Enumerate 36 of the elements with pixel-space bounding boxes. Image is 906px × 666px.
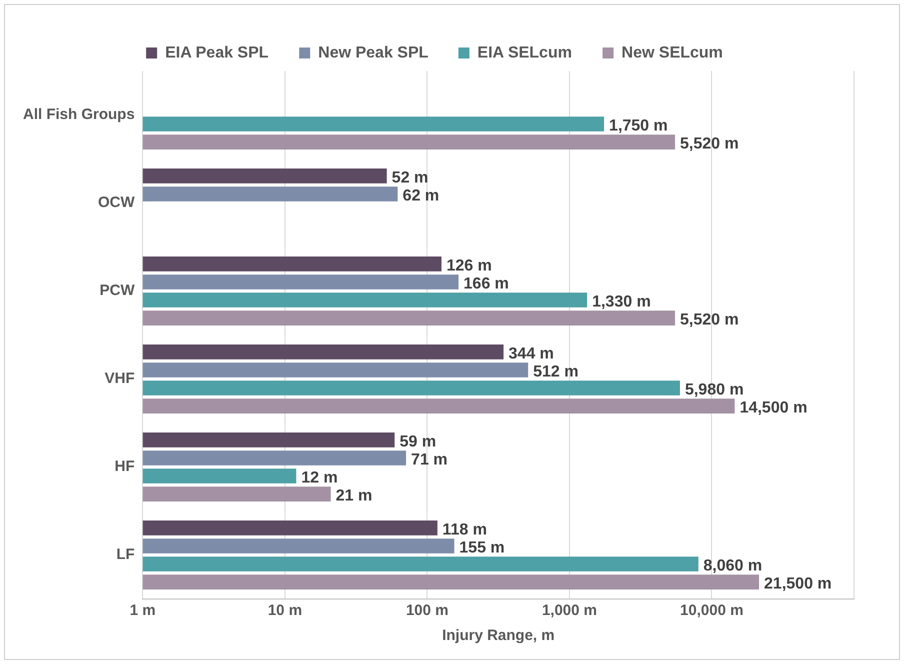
x-tick-label: 10,000 m [680, 602, 744, 620]
data-label: 5,980 m [684, 381, 744, 398]
data-label: 5,520 m [680, 311, 739, 328]
data-label: 21 m [336, 487, 372, 504]
data-label: 52 m [392, 169, 428, 186]
data-label: 62 m [402, 187, 440, 204]
y-tick-label: HF [114, 458, 135, 476]
legend-label: EIA Peak SPL [165, 44, 269, 62]
data-label: 12 m [301, 469, 338, 486]
data-label: 512 m [533, 363, 578, 380]
y-tick-label: PCW [100, 282, 136, 300]
data-label: 8,060 m [703, 557, 762, 574]
legend-label: EIA SELcum [477, 44, 572, 62]
data-label: 118 m [442, 521, 487, 538]
x-tick-label: 1,000 m [542, 602, 597, 620]
x-tick-label: 100 m [406, 602, 448, 620]
data-label: 21,500 m [764, 575, 832, 592]
legend-label: New Peak SPL [318, 44, 429, 62]
data-label: 14,500 m [740, 399, 808, 416]
x-tick-label: 1 m [130, 602, 156, 620]
data-label: 126 m [446, 257, 492, 274]
y-tick-label: VHF [104, 370, 135, 388]
data-label: 1,750 m [609, 117, 668, 134]
data-label: 1,330 m [592, 293, 651, 310]
data-label: 59 m [400, 433, 436, 450]
x-axis-title: Injury Range, m [442, 627, 555, 644]
y-tick-label: LF [116, 546, 135, 564]
y-tick-label: All Fish Groups [22, 106, 135, 124]
x-tick-label: 10 m [268, 602, 302, 620]
y-tick-label: OCW [98, 194, 136, 212]
data-label: 155 m [459, 539, 505, 556]
data-label: 166 m [464, 275, 509, 292]
data-label: 5,520 m [680, 135, 739, 152]
data-label: 344 m [508, 345, 554, 362]
data-label: 71 m [411, 451, 448, 468]
legend-label: New SELcum [622, 44, 723, 62]
